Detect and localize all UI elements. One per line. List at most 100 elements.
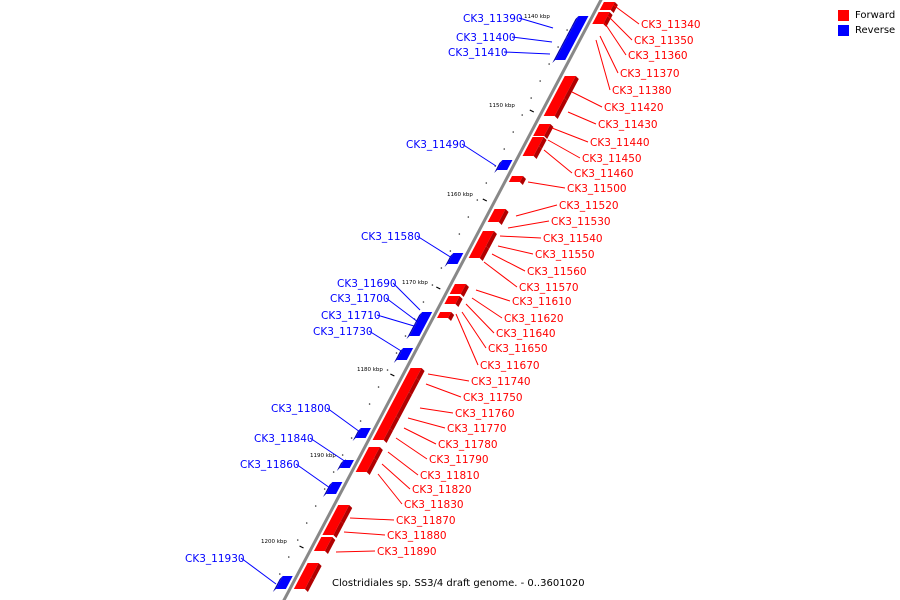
forward-gene-label[interactable]: CK3_11750 bbox=[463, 392, 523, 404]
forward-gene-label[interactable]: CK3_11760 bbox=[455, 408, 515, 420]
forward-gene-feature[interactable] bbox=[508, 176, 526, 185]
forward-gene-label[interactable]: CK3_11380 bbox=[612, 85, 672, 97]
reverse-gene-label[interactable]: CK3_11400 bbox=[456, 32, 516, 44]
track-dot bbox=[386, 369, 389, 371]
reverse-gene-feature[interactable] bbox=[570, 16, 589, 29]
tick-mark bbox=[436, 286, 441, 290]
forward-leader-line bbox=[387, 451, 419, 476]
reverse-gene-feature[interactable] bbox=[406, 322, 427, 339]
forward-gene-feature[interactable] bbox=[444, 296, 463, 307]
forward-gene-label[interactable]: CK3_11890 bbox=[377, 546, 437, 558]
forward-gene-feature[interactable] bbox=[372, 428, 393, 443]
forward-gene-label[interactable]: CK3_11870 bbox=[396, 515, 456, 527]
genome-caption: Clostridiales sp. SS3/4 draft genome. - … bbox=[332, 578, 585, 589]
forward-gene-label[interactable]: CK3_11430 bbox=[598, 119, 658, 131]
forward-gene-label[interactable]: CK3_11550 bbox=[535, 249, 595, 261]
forward-gene-feature[interactable] bbox=[468, 246, 490, 261]
reverse-gene-label[interactable]: CK3_11410 bbox=[448, 47, 508, 59]
reverse-gene-label[interactable]: CK3_11860 bbox=[240, 459, 300, 471]
forward-gene-label[interactable]: CK3_11350 bbox=[634, 35, 694, 47]
forward-gene-feature[interactable] bbox=[355, 458, 378, 475]
forward-gene-label[interactable]: CK3_11810 bbox=[420, 470, 480, 482]
forward-gene-label[interactable]: CK3_11790 bbox=[429, 454, 489, 466]
forward-gene-feature[interactable] bbox=[553, 76, 579, 101]
reverse-gene-feature[interactable] bbox=[272, 576, 293, 592]
forward-gene-feature[interactable] bbox=[487, 209, 509, 225]
reverse-gene-label[interactable]: CK3_11580 bbox=[361, 231, 421, 243]
forward-gene-feature[interactable] bbox=[475, 231, 497, 249]
forward-gene-label[interactable]: CK3_11880 bbox=[387, 530, 447, 542]
forward-gene-feature[interactable] bbox=[397, 378, 420, 395]
reverse-gene-feature[interactable] bbox=[336, 460, 354, 471]
forward-gene-label[interactable]: CK3_11340 bbox=[641, 19, 701, 31]
forward-gene-label[interactable]: CK3_11540 bbox=[543, 233, 603, 245]
forward-gene-feature[interactable] bbox=[449, 284, 469, 297]
forward-gene-label[interactable]: CK3_11770 bbox=[447, 423, 507, 435]
reverse-gene-label[interactable]: CK3_11690 bbox=[337, 278, 397, 290]
forward-gene-feature[interactable] bbox=[527, 137, 547, 149]
forward-gene-feature[interactable] bbox=[522, 146, 542, 159]
forward-gene-label[interactable]: CK3_11420 bbox=[604, 102, 664, 114]
reverse-leader-line bbox=[376, 314, 415, 327]
forward-gene-label[interactable]: CK3_11780 bbox=[438, 439, 498, 451]
track-dot bbox=[350, 437, 353, 439]
forward-gene-label[interactable]: CK3_11500 bbox=[567, 183, 627, 195]
forward-gene-feature[interactable] bbox=[533, 124, 554, 139]
forward-gene-label[interactable]: CK3_11530 bbox=[551, 216, 611, 228]
forward-gene-feature[interactable] bbox=[405, 368, 425, 381]
forward-gene-feature[interactable] bbox=[322, 521, 344, 538]
reverse-gene-label[interactable]: CK3_11490 bbox=[406, 139, 466, 151]
forward-gene-feature[interactable] bbox=[385, 392, 412, 419]
forward-gene-label[interactable]: CK3_11650 bbox=[488, 343, 548, 355]
forward-gene-label[interactable]: CK3_11830 bbox=[404, 499, 464, 511]
forward-gene-feature[interactable] bbox=[592, 12, 613, 27]
forward-leader-line bbox=[483, 261, 518, 288]
forward-gene-feature[interactable] bbox=[378, 416, 400, 431]
reverse-gene-label[interactable]: CK3_11930 bbox=[185, 553, 245, 565]
forward-gene-label[interactable]: CK3_11560 bbox=[527, 266, 587, 278]
reverse-gene-label[interactable]: CK3_11710 bbox=[321, 310, 381, 322]
forward-gene-feature[interactable] bbox=[329, 505, 353, 524]
forward-gene-label[interactable]: CK3_11740 bbox=[471, 376, 531, 388]
reverse-gene-feature[interactable] bbox=[564, 26, 584, 39]
reverse-gene-feature[interactable] bbox=[559, 36, 578, 49]
forward-gene-label[interactable]: CK3_11670 bbox=[480, 360, 540, 372]
forward-gene-label[interactable]: CK3_11610 bbox=[512, 296, 572, 308]
forward-gene-feature[interactable] bbox=[300, 563, 322, 580]
forward-gene-feature[interactable] bbox=[543, 98, 568, 119]
forward-gene-label[interactable]: CK3_11570 bbox=[519, 282, 579, 294]
forward-gene-feature[interactable] bbox=[599, 2, 618, 13]
reverse-leader-line bbox=[416, 235, 453, 259]
forward-gene-label[interactable]: CK3_11370 bbox=[620, 68, 680, 80]
reverse-gene-feature[interactable] bbox=[444, 253, 464, 267]
forward-leader-line bbox=[455, 313, 479, 366]
forward-gene-label[interactable]: CK3_11620 bbox=[504, 313, 564, 325]
forward-gene-label[interactable]: CK3_11460 bbox=[574, 168, 634, 180]
forward-gene-feature[interactable] bbox=[436, 312, 455, 321]
reverse-gene-label[interactable]: CK3_11390 bbox=[463, 13, 523, 25]
forward-gene-label[interactable]: CK3_11450 bbox=[582, 153, 642, 165]
forward-gene-feature[interactable] bbox=[293, 577, 315, 592]
track-dot bbox=[548, 63, 550, 65]
reverse-gene-label[interactable]: CK3_11700 bbox=[330, 293, 390, 305]
reverse-gene-feature[interactable] bbox=[494, 160, 513, 173]
track-dot bbox=[539, 80, 541, 82]
forward-gene-label[interactable]: CK3_11440 bbox=[590, 137, 650, 149]
forward-leader-line bbox=[547, 139, 581, 159]
reverse-gene-feature[interactable] bbox=[323, 482, 343, 497]
reverse-gene-label[interactable]: CK3_11840 bbox=[254, 433, 314, 445]
forward-gene-label[interactable]: CK3_11640 bbox=[496, 328, 556, 340]
forward-gene-label[interactable]: CK3_11360 bbox=[628, 50, 688, 62]
track-dot bbox=[503, 148, 506, 150]
forward-gene-label[interactable]: CK3_11520 bbox=[559, 200, 619, 212]
track-dot bbox=[449, 250, 452, 252]
reverse-gene-feature[interactable] bbox=[413, 312, 433, 325]
reverse-gene-feature[interactable] bbox=[552, 46, 573, 63]
forward-gene-label[interactable]: CK3_11820 bbox=[412, 484, 472, 496]
forward-gene-feature[interactable] bbox=[313, 537, 336, 554]
forward-gene-feature[interactable] bbox=[363, 447, 383, 461]
reverse-gene-label[interactable]: CK3_11800 bbox=[271, 403, 331, 415]
reverse-gene-feature[interactable] bbox=[393, 348, 414, 363]
reverse-gene-label[interactable]: CK3_11730 bbox=[313, 326, 373, 338]
forward-leader-line bbox=[603, 21, 627, 56]
